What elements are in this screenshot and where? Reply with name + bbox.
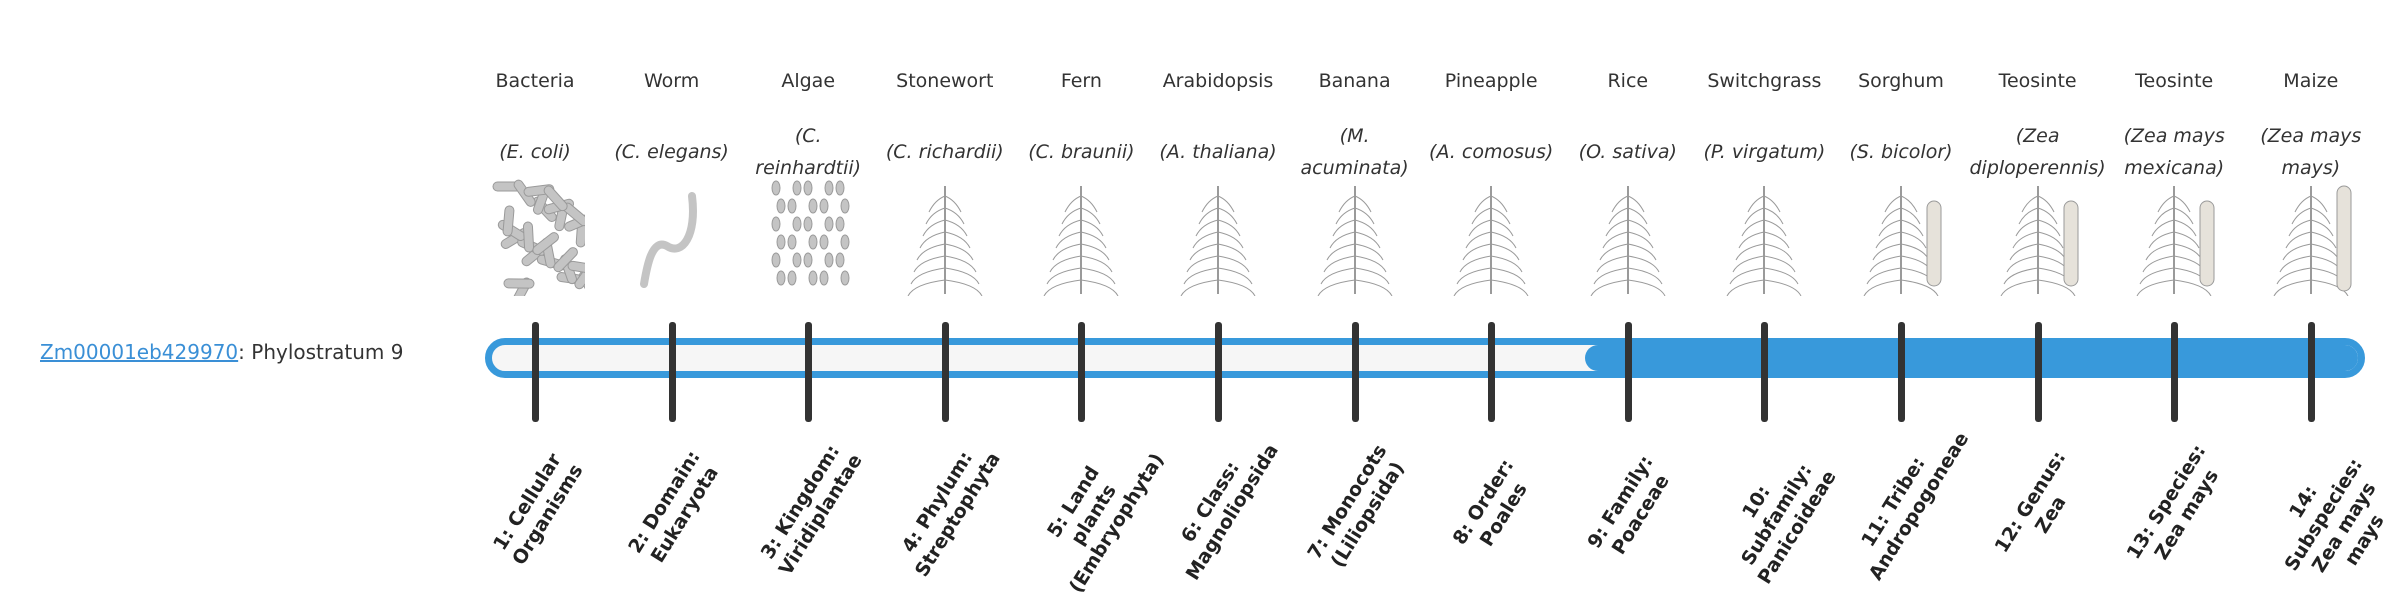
arabidopsis-icon xyxy=(1168,176,1268,297)
scientific-name-text: (C. elegans) xyxy=(614,141,729,163)
organism-common-name: Pineapple xyxy=(1444,70,1538,92)
organism-common-name: Sorghum xyxy=(1858,70,1944,92)
organism-scientific-name: (Zea diploperennis) xyxy=(1969,112,2106,192)
organism-common-name: Fern xyxy=(1060,70,1102,92)
stratum-label: 14: Subspecies: Zea mays mays xyxy=(2280,454,2389,577)
stratum-tick xyxy=(1351,322,1359,422)
stratum-label: 7: Monocots (Liliopsida) xyxy=(1303,440,1409,572)
organism-common-name: Bacteria xyxy=(495,70,575,92)
stratum-tick xyxy=(668,322,676,422)
organism-scientific-name: (C. richardii) xyxy=(877,112,1013,192)
scientific-name-text: (S. bicolor) xyxy=(1849,141,1953,163)
organism-common-name: Teosinte xyxy=(1998,70,2077,92)
organism-common-name: Teosinte xyxy=(2135,70,2214,92)
scientific-name-text: (A. comosus) xyxy=(1429,141,1554,163)
organism-scientific-name: (M. acuminata) xyxy=(1287,112,1423,192)
phylostratum-fill xyxy=(1584,345,2358,371)
phylostratum-text: : Phylostratum 9 xyxy=(238,340,404,364)
switchgrass-icon xyxy=(1714,176,1814,297)
maize-icon xyxy=(2261,176,2361,297)
organism-common-name: Rice xyxy=(1607,70,1649,92)
stratum-label: 4: Phylum: Streptophyta xyxy=(897,447,1005,581)
pineapple-icon xyxy=(1441,176,1541,297)
organism-common-name: Algae xyxy=(781,70,836,92)
rice-icon xyxy=(1578,176,1678,297)
stratum-label: 13: Species: Zea mays xyxy=(2122,440,2224,564)
fern-icon xyxy=(1031,176,1131,297)
stratum-label: 11: Tribe: Andropogoneae xyxy=(1857,428,1974,585)
stratum-label: 1: Cellular Organisms xyxy=(489,449,588,570)
stratum-tick xyxy=(2171,322,2179,422)
stratum-label: 2: Domain: Eukaryota xyxy=(623,446,723,567)
organism-scientific-name: (S. bicolor) xyxy=(1833,112,1969,192)
organism-scientific-name: (Zea mays mays) xyxy=(2243,112,2379,192)
organism-scientific-name: (O. sativa) xyxy=(1560,112,1696,192)
stratum-tick xyxy=(1078,322,1086,422)
scientific-name-text: (M. acuminata) xyxy=(1300,125,1409,179)
stratum-label: 12: Genus: Zea xyxy=(1990,447,2071,557)
stratum-tick xyxy=(532,322,539,422)
phylostratum-bar xyxy=(485,338,2365,378)
organism-common-name: Stonewort xyxy=(896,70,994,92)
stratum-label: 8: Order: Poales xyxy=(1448,455,1532,551)
stratum-tick xyxy=(1215,322,1222,422)
banana-icon xyxy=(1305,176,1405,297)
organism-common-name: Switchgrass xyxy=(1707,70,1822,92)
organism-common-name: Arabidopsis xyxy=(1162,70,1274,92)
scientific-name-text: (Zea mays mays) xyxy=(2260,125,2362,179)
organism-common-name: Maize xyxy=(2283,70,2339,92)
organism-scientific-name: (C. braunii) xyxy=(1013,112,1149,192)
organism-scientific-name: (P. virgatum) xyxy=(1696,112,1832,192)
scientific-name-text: (Zea diploperennis) xyxy=(1969,125,2106,179)
stratum-tick xyxy=(1898,322,1905,422)
scientific-name-text: (C. braunii) xyxy=(1028,141,1135,163)
organism-scientific-name: (C. elegans) xyxy=(604,112,740,192)
organism-common-name: Banana xyxy=(1318,70,1391,92)
bacteria-icon xyxy=(485,176,599,307)
stratum-tick xyxy=(2307,322,2315,422)
scientific-name-text: (O. sativa) xyxy=(1578,141,1677,163)
stratum-label: 3: Kingdom: Viridiplantae xyxy=(756,441,867,580)
algae-icon xyxy=(758,176,858,296)
teosinte-mexicana-icon xyxy=(2124,176,2224,297)
scientific-name-text: (A. thaliana) xyxy=(1159,141,1277,163)
gene-link[interactable]: Zm00001eb429970 xyxy=(40,340,239,364)
organism-scientific-name: (C. reinhardtii) xyxy=(740,112,876,192)
teosinte-icon xyxy=(1988,176,2088,297)
organism-scientific-name: (E. coli) xyxy=(467,112,603,192)
organism-scientific-name: (Zea mays mexicana) xyxy=(2106,112,2242,192)
organism-common-name: Worm xyxy=(643,70,700,92)
stratum-label: 9: Family: Poaceae xyxy=(1583,451,1674,559)
organism-scientific-name: (A. thaliana) xyxy=(1150,112,1286,192)
stratum-label: 10: Subfamily: Panicoideae xyxy=(1737,460,1842,589)
scientific-name-text: (E. coli) xyxy=(499,141,571,163)
stratum-tick xyxy=(805,322,813,422)
worm-icon xyxy=(622,176,722,296)
stratum-tick xyxy=(2034,322,2042,422)
gene-heading: Zm00001eb429970: Phylostratum 9 xyxy=(40,340,403,364)
stratum-tick xyxy=(1761,322,1769,422)
scientific-name-text: (C. reinhardtii) xyxy=(755,125,862,179)
stratum-label: 5: Land plants (Embryophyta) xyxy=(1043,449,1169,597)
stonewort-icon xyxy=(895,176,995,297)
scientific-name-text: (P. virgatum) xyxy=(1703,141,1826,163)
sorghum-icon xyxy=(1851,176,1951,297)
stratum-tick xyxy=(1488,322,1496,422)
stratum-label: 6: Class: Magnoliopsida xyxy=(1177,440,1283,585)
stratum-tick xyxy=(941,322,949,422)
organism-scientific-name: (A. comosus) xyxy=(1423,112,1559,192)
scientific-name-text: (C. richardii) xyxy=(885,141,1004,163)
stratum-tick xyxy=(1624,322,1632,422)
scientific-name-text: (Zea mays mexicana) xyxy=(2123,125,2225,179)
